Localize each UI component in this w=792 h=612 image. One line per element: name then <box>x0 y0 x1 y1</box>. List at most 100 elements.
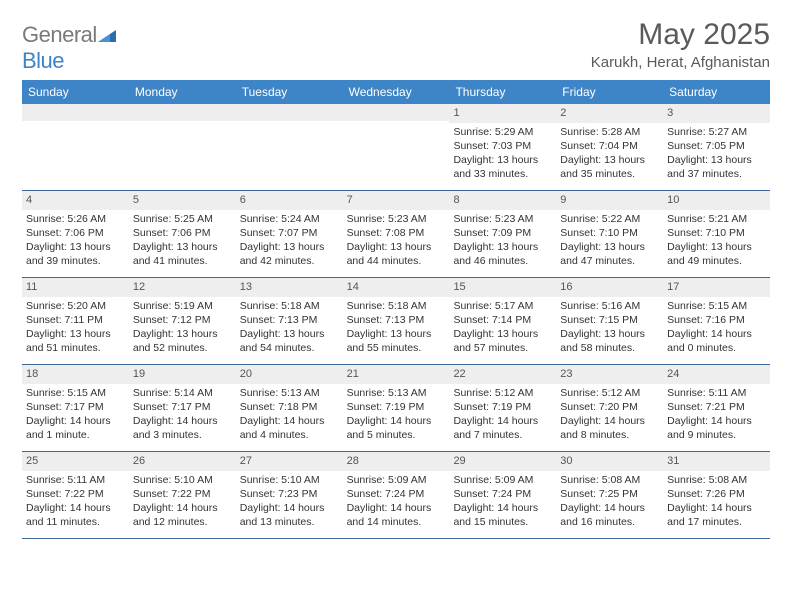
day-info-line: Sunset: 7:13 PM <box>347 313 446 327</box>
day-info-line: Sunset: 7:19 PM <box>347 400 446 414</box>
day-number: 30 <box>556 452 663 471</box>
day-cell: 1 Sunrise: 5:29 AMSunset: 7:03 PMDaylight… <box>449 104 556 190</box>
day-info-line: Daylight: 14 hours and 7 minutes. <box>453 414 552 442</box>
day-cell: 3Sunrise: 5:27 AMSunset: 7:05 PMDaylight… <box>663 104 770 190</box>
dow-cell: Wednesday <box>343 80 450 104</box>
day-info-line: Daylight: 13 hours and 39 minutes. <box>26 240 125 268</box>
day-number: 8 <box>449 191 556 210</box>
day-info-line: Daylight: 14 hours and 12 minutes. <box>133 501 232 529</box>
day-info-line: Sunset: 7:20 PM <box>560 400 659 414</box>
brand-logo: GeneralBlue <box>22 18 116 74</box>
day-info-line: Daylight: 13 hours and 37 minutes. <box>667 153 766 181</box>
month-title: May 2025 <box>591 18 770 52</box>
day-info-line: Sunrise: 5:16 AM <box>560 299 659 313</box>
day-number: 1 <box>449 104 556 123</box>
dow-cell: Thursday <box>449 80 556 104</box>
day-info-line: Daylight: 14 hours and 8 minutes. <box>560 414 659 442</box>
day-info-line: Sunrise: 5:13 AM <box>240 386 339 400</box>
day-info-line: Sunrise: 5:17 AM <box>453 299 552 313</box>
day-info-line: Sunset: 7:11 PM <box>26 313 125 327</box>
day-info-line: Sunset: 7:18 PM <box>240 400 339 414</box>
day-info-line: Sunrise: 5:11 AM <box>667 386 766 400</box>
day-info-line: Daylight: 13 hours and 52 minutes. <box>133 327 232 355</box>
calendar-grid: SundayMondayTuesdayWednesdayThursdayFrid… <box>22 80 770 539</box>
day-number: 14 <box>343 278 450 297</box>
day-cell: 9Sunrise: 5:22 AMSunset: 7:10 PMDaylight… <box>556 191 663 277</box>
day-number: 5 <box>129 191 236 210</box>
day-cell: 30Sunrise: 5:08 AMSunset: 7:25 PMDayligh… <box>556 452 663 538</box>
day-info-line: Sunset: 7:03 PM <box>453 139 552 153</box>
day-info-line: Sunrise: 5:10 AM <box>133 473 232 487</box>
day-info-line: Sunrise: 5:15 AM <box>26 386 125 400</box>
day-cell: 12Sunrise: 5:19 AMSunset: 7:12 PMDayligh… <box>129 278 236 364</box>
day-info-line: Sunset: 7:12 PM <box>133 313 232 327</box>
day-cell: 21Sunrise: 5:13 AMSunset: 7:19 PMDayligh… <box>343 365 450 451</box>
dow-cell: Saturday <box>663 80 770 104</box>
day-cell: 29Sunrise: 5:09 AMSunset: 7:24 PMDayligh… <box>449 452 556 538</box>
day-info-line: Daylight: 13 hours and 51 minutes. <box>26 327 125 355</box>
day-number: 6 <box>236 191 343 210</box>
day-info-line: Sunset: 7:07 PM <box>240 226 339 240</box>
day-info-line: Sunrise: 5:09 AM <box>453 473 552 487</box>
day-info-line: Daylight: 14 hours and 4 minutes. <box>240 414 339 442</box>
day-number: 23 <box>556 365 663 384</box>
day-info-line: Sunrise: 5:26 AM <box>26 212 125 226</box>
day-info-line: Sunset: 7:19 PM <box>453 400 552 414</box>
day-info-line: Sunset: 7:09 PM <box>453 226 552 240</box>
day-cell: 25Sunrise: 5:11 AMSunset: 7:22 PMDayligh… <box>22 452 129 538</box>
day-number: 20 <box>236 365 343 384</box>
day-number: 29 <box>449 452 556 471</box>
day-cell: 4Sunrise: 5:26 AMSunset: 7:06 PMDaylight… <box>22 191 129 277</box>
day-info-line: Sunset: 7:06 PM <box>133 226 232 240</box>
day-info-line: Sunset: 7:06 PM <box>26 226 125 240</box>
day-number: 3 <box>663 104 770 123</box>
day-info-line: Sunset: 7:16 PM <box>667 313 766 327</box>
day-info-line: Daylight: 13 hours and 42 minutes. <box>240 240 339 268</box>
day-number: 12 <box>129 278 236 297</box>
day-info-line: Sunrise: 5:28 AM <box>560 125 659 139</box>
day-number: 11 <box>22 278 129 297</box>
day-info-line: Daylight: 13 hours and 49 minutes. <box>667 240 766 268</box>
day-number: 19 <box>129 365 236 384</box>
day-cell: 16Sunrise: 5:16 AMSunset: 7:15 PMDayligh… <box>556 278 663 364</box>
dow-cell: Sunday <box>22 80 129 104</box>
day-cell <box>236 104 343 190</box>
day-info-line: Sunrise: 5:23 AM <box>347 212 446 226</box>
day-cell: 20 Sunrise: 5:13 AMSunset: 7:18 PMDayligh… <box>236 365 343 451</box>
day-info-line: Sunrise: 5:29 AM <box>453 125 552 139</box>
day-number: 17 <box>663 278 770 297</box>
weeks-container: 1Sunrise: 5:29 AMSunset: 7:03 PMDaylight… <box>22 104 770 539</box>
day-info-line: Sunset: 7:08 PM <box>347 226 446 240</box>
day-info-line: Sunset: 7:22 PM <box>133 487 232 501</box>
day-cell: 26 Sunrise: 5:10 AMSunset: 7:22 PMDayligh… <box>129 452 236 538</box>
day-number: 22 <box>449 365 556 384</box>
day-number <box>343 104 450 121</box>
day-info-line: Sunset: 7:05 PM <box>667 139 766 153</box>
day-info-line: Sunset: 7:24 PM <box>347 487 446 501</box>
day-info-line: Sunset: 7:17 PM <box>133 400 232 414</box>
day-cell: 24Sunrise: 5:11 AMSunset: 7:21 PMDayligh… <box>663 365 770 451</box>
day-info-line: Sunrise: 5:08 AM <box>667 473 766 487</box>
day-info-line: Sunset: 7:14 PM <box>453 313 552 327</box>
day-cell <box>22 104 129 190</box>
day-info-line: Sunrise: 5:23 AM <box>453 212 552 226</box>
day-cell: 7Sunrise: 5:23 AMSunset: 7:08 PMDaylight… <box>343 191 450 277</box>
day-cell <box>129 104 236 190</box>
day-info-line: Daylight: 13 hours and 35 minutes. <box>560 153 659 181</box>
day-number: 26 <box>129 452 236 471</box>
day-info-line: Sunrise: 5:21 AM <box>667 212 766 226</box>
day-info-line: Daylight: 13 hours and 58 minutes. <box>560 327 659 355</box>
day-info-line: Sunrise: 5:12 AM <box>453 386 552 400</box>
brand-blue: Blue <box>22 48 64 73</box>
day-cell: 23Sunrise: 5:12 AMSunset: 7:20 PMDayligh… <box>556 365 663 451</box>
header: GeneralBlue May 2025 Karukh, Herat, Afgh… <box>22 18 770 74</box>
day-info-line: Daylight: 13 hours and 33 minutes. <box>453 153 552 181</box>
day-number: 10 <box>663 191 770 210</box>
day-info-line: Daylight: 14 hours and 5 minutes. <box>347 414 446 442</box>
day-cell: 10Sunrise: 5:21 AMSunset: 7:10 PMDayligh… <box>663 191 770 277</box>
triangle-icon <box>98 22 116 48</box>
day-number <box>129 104 236 121</box>
day-info-line: Daylight: 13 hours and 57 minutes. <box>453 327 552 355</box>
week-row: 4Sunrise: 5:26 AMSunset: 7:06 PMDaylight… <box>22 191 770 278</box>
day-info-line: Daylight: 14 hours and 13 minutes. <box>240 501 339 529</box>
